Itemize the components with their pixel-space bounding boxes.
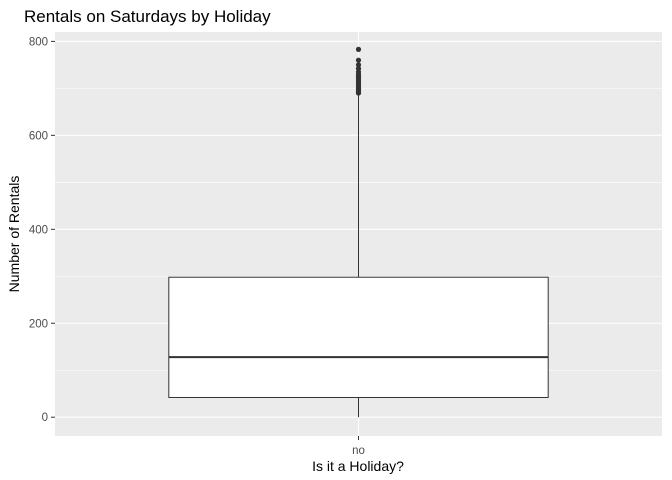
x-tick-label: no bbox=[352, 445, 365, 457]
box-iqr bbox=[168, 276, 549, 398]
outlier-point bbox=[355, 62, 362, 68]
x-axis-title: Is it a Holiday? bbox=[312, 458, 404, 474]
y-tick-label: 600 bbox=[29, 130, 48, 142]
box-layer bbox=[168, 46, 549, 418]
y-axis-ticks: 0 200 400 600 800 bbox=[29, 36, 55, 424]
x-axis-ticks: no bbox=[352, 436, 365, 457]
chart-title: Rentals on Saturdays by Holiday bbox=[24, 7, 271, 26]
outlier-point bbox=[355, 57, 362, 63]
y-axis-title: Number of Rentals bbox=[6, 176, 22, 293]
y-tick-label: 0 bbox=[42, 412, 48, 424]
y-tick-label: 400 bbox=[29, 224, 48, 236]
y-tick-label: 800 bbox=[29, 36, 48, 48]
outlier-point bbox=[355, 66, 362, 72]
outlier-point bbox=[355, 46, 362, 52]
y-tick-label: 200 bbox=[29, 318, 48, 330]
